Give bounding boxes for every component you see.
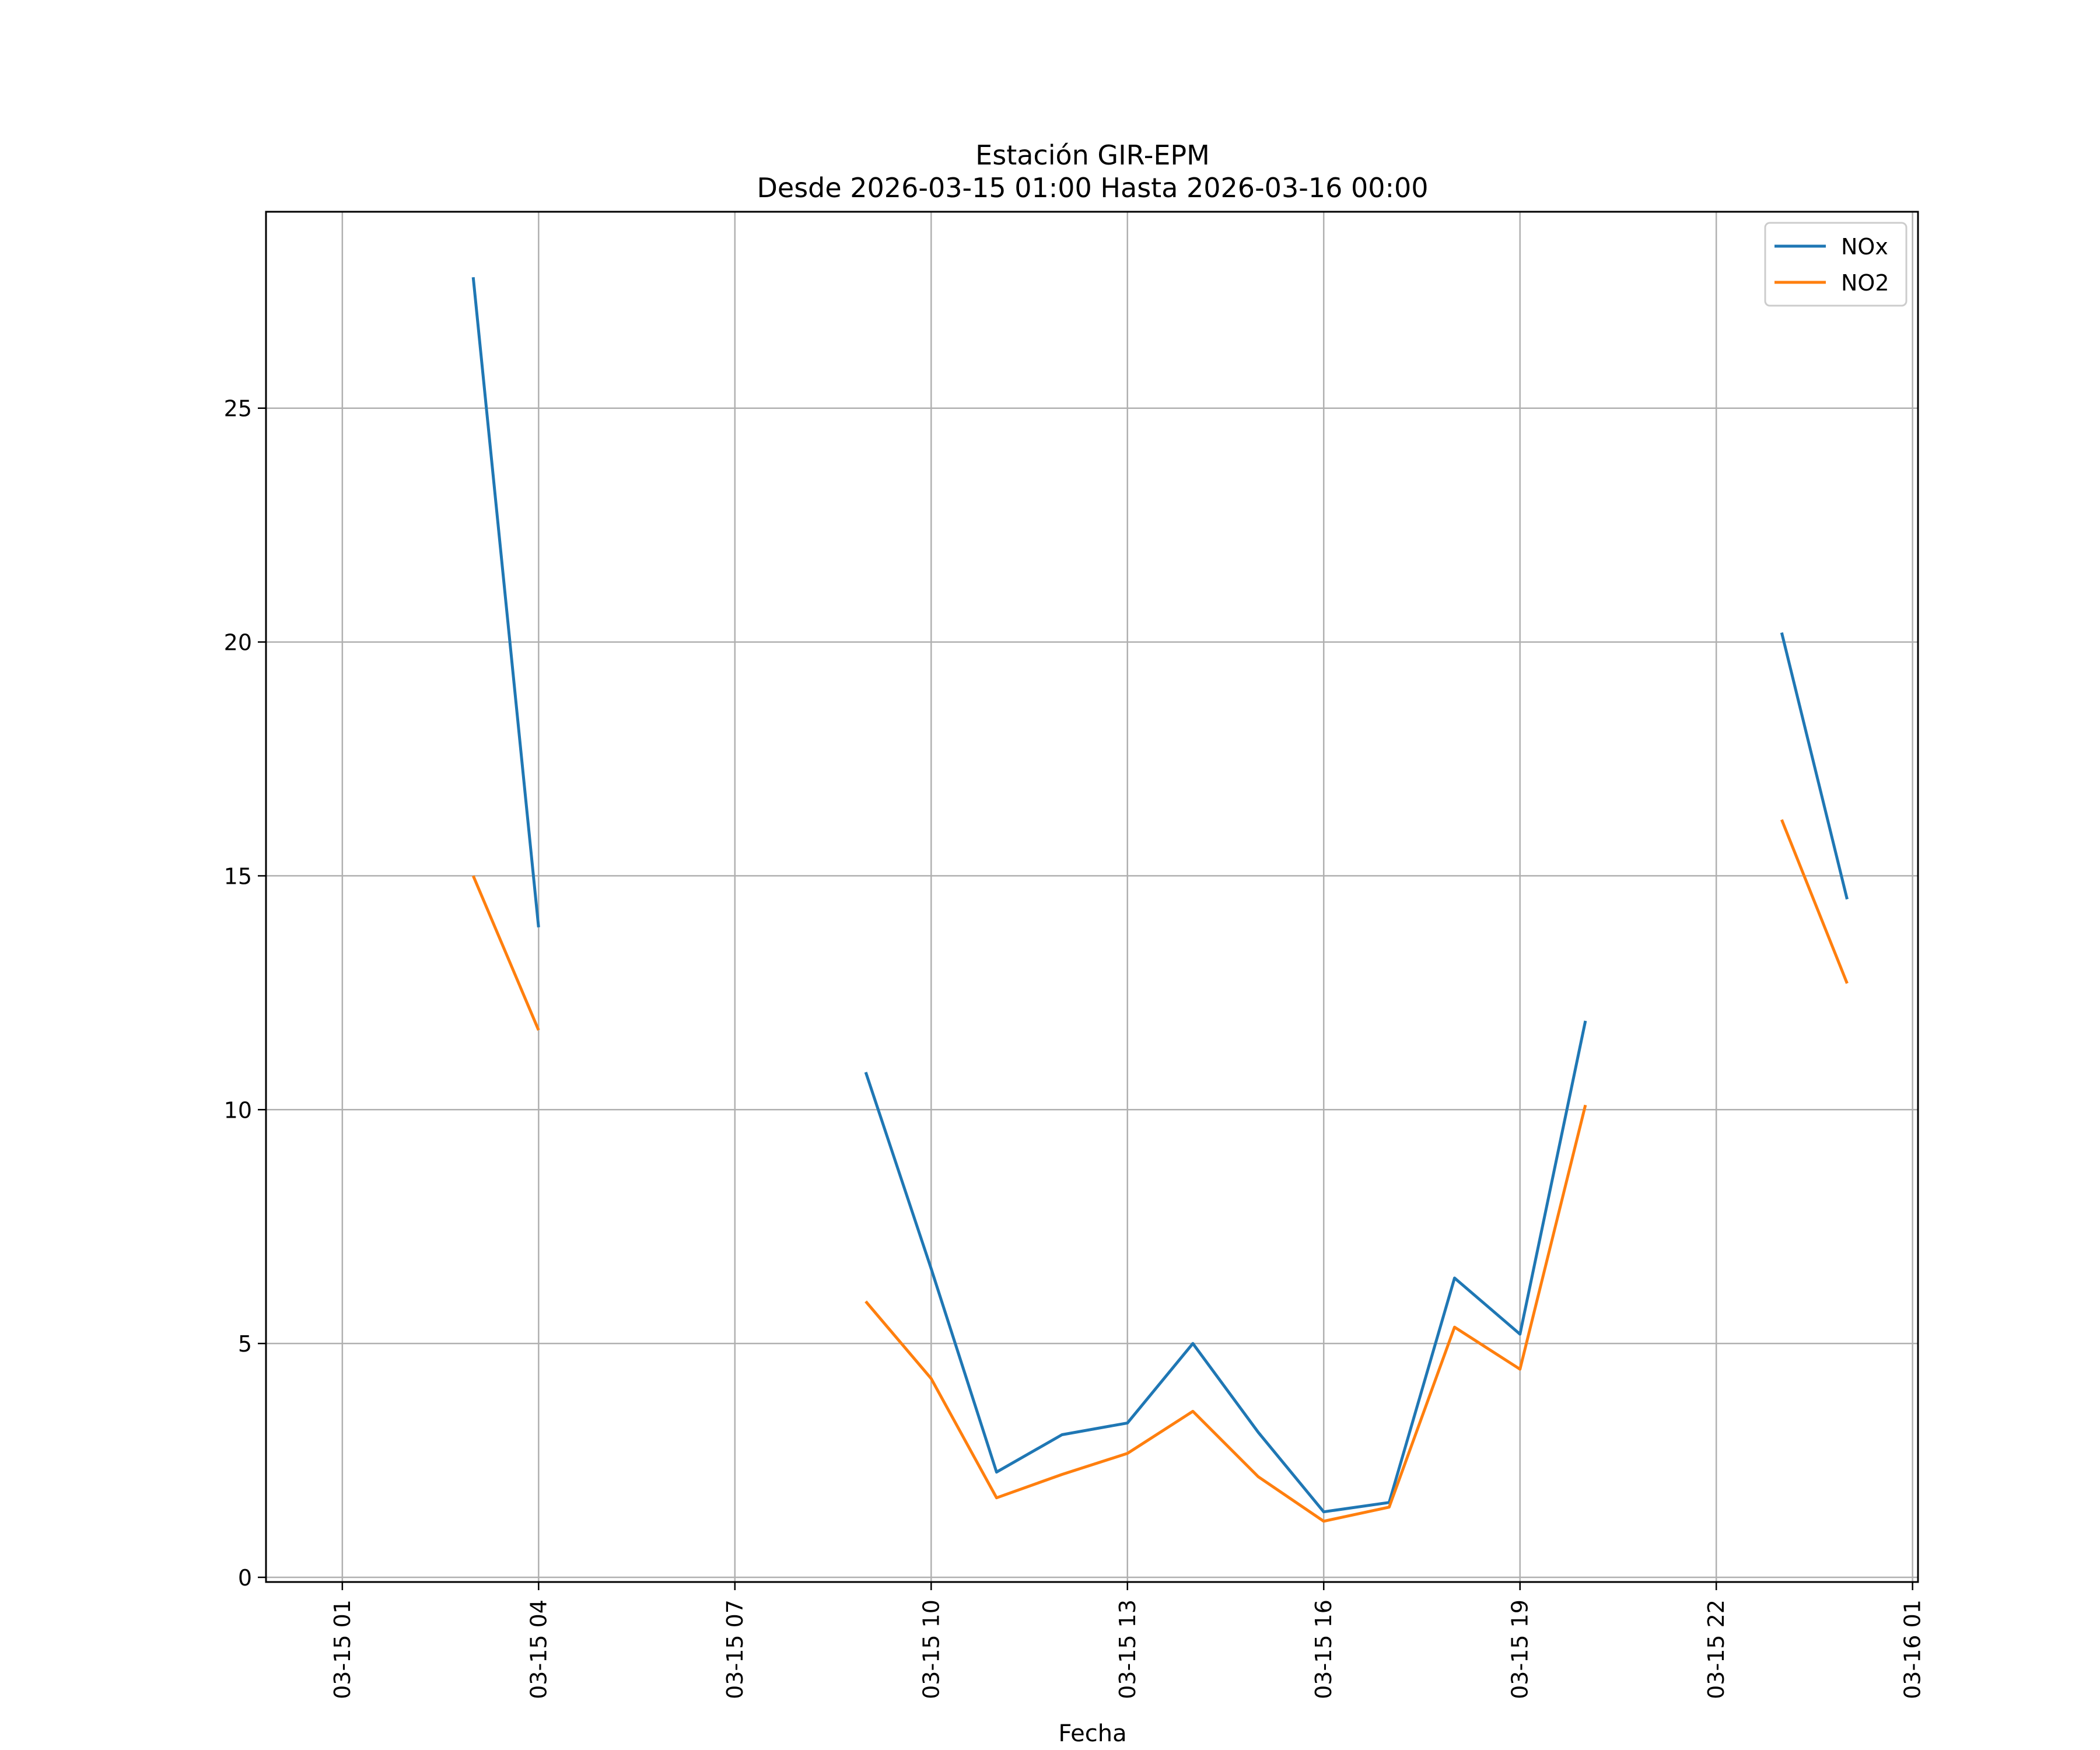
x-tick-label: 03-15 16 — [1311, 1600, 1336, 1699]
plot-area — [266, 212, 1918, 1582]
data-series — [471, 276, 1849, 1523]
legend-label-nox: NOx — [1841, 234, 1888, 260]
series-line-segment — [864, 1104, 1587, 1523]
y-tick-label: 15 — [224, 863, 252, 889]
y-tick-label: 25 — [224, 396, 252, 422]
series-no2 — [471, 819, 1849, 1523]
chart-subtitle: Desde 2026-03-15 01:00 Hasta 2026-03-16 … — [757, 172, 1428, 204]
x-tick-label: 03-15 04 — [526, 1600, 551, 1699]
y-axis: 0 5 10 15 20 25 — [224, 396, 266, 1591]
x-tick-label: 03-15 19 — [1507, 1600, 1533, 1699]
legend-label-no2: NO2 — [1841, 270, 1889, 296]
series-line-segment — [864, 1020, 1587, 1514]
legend: NOx NO2 — [1764, 222, 1908, 307]
x-tick-label: 03-15 01 — [330, 1600, 355, 1699]
grid-lines — [266, 212, 1918, 1582]
series-line-segment — [1780, 819, 1849, 984]
y-tick-label: 10 — [224, 1097, 252, 1123]
series-line-segment — [1780, 632, 1849, 900]
legend-box — [1764, 222, 1908, 307]
chart-title: Estación GIR-EPM — [975, 139, 1210, 171]
x-tick-label: 03-16 01 — [1900, 1600, 1926, 1699]
x-tick-label: 03-15 07 — [722, 1600, 748, 1699]
x-tick-label: 03-15 10 — [918, 1600, 944, 1699]
x-tick-label: 03-15 13 — [1115, 1600, 1140, 1699]
y-tick-label: 5 — [238, 1331, 252, 1357]
plot-frame — [265, 211, 1919, 1583]
y-tick-label: 20 — [224, 630, 252, 656]
series-line-segment — [471, 276, 540, 928]
series-nox — [471, 276, 1849, 1514]
x-tick-label: 03-15 22 — [1703, 1600, 1729, 1699]
x-axis: 03-15 01 03-15 04 03-15 07 03-15 10 03-15 13… — [330, 1582, 1926, 1699]
y-tick-label: 0 — [238, 1565, 252, 1591]
series-line-segment — [471, 875, 540, 1031]
x-axis-label: Fecha — [1058, 1720, 1126, 1747]
